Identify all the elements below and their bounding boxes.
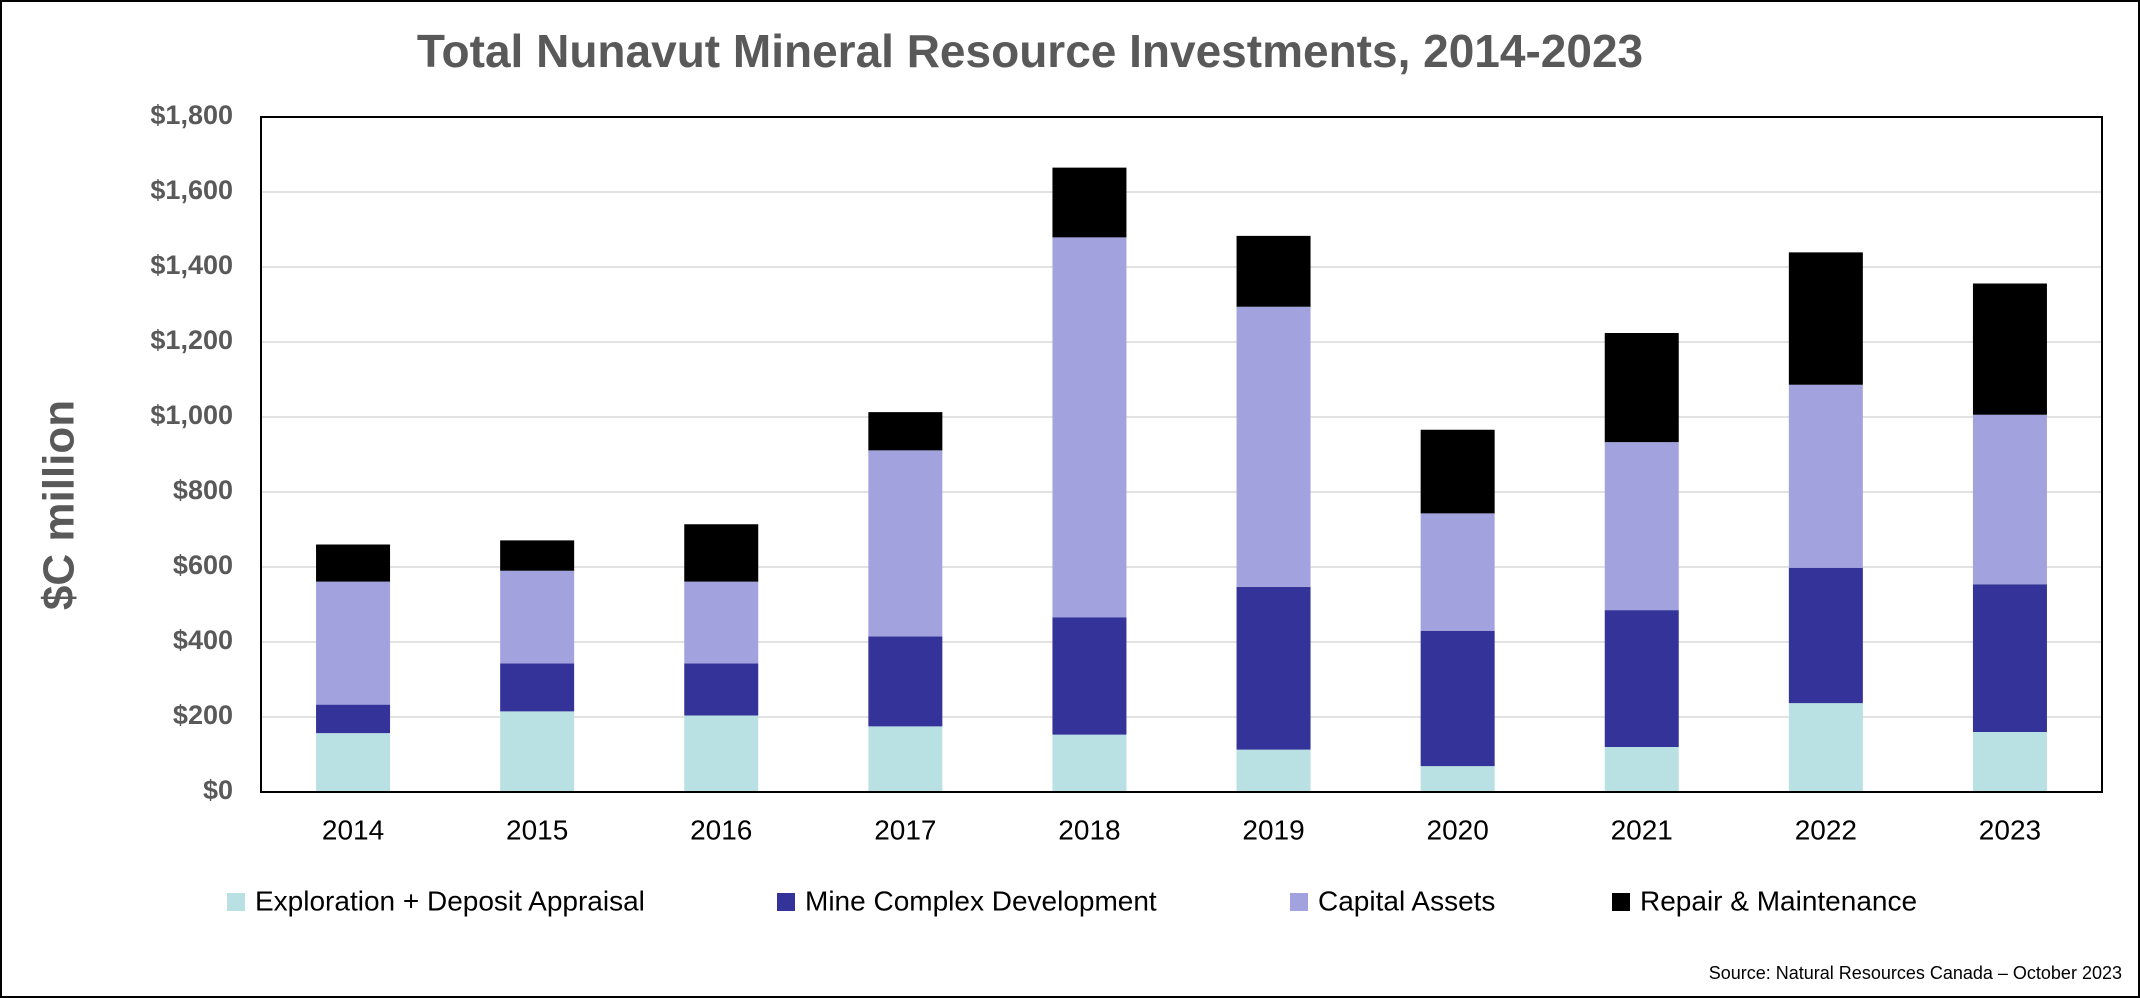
- bar-segment: [1052, 167, 1127, 238]
- bar-segment: [868, 412, 943, 451]
- legend-swatch: [1290, 893, 1308, 911]
- bar-segment: [1236, 749, 1311, 792]
- bar-segment: [500, 663, 575, 712]
- bar-segment: [1052, 617, 1127, 735]
- bar-segment: [1972, 584, 2047, 732]
- bar-segment: [1236, 586, 1311, 750]
- y-tick-label: $200: [173, 700, 233, 730]
- x-tick-label: 2019: [1242, 814, 1304, 845]
- x-tick-label: 2018: [1058, 814, 1120, 845]
- bar-segment: [1972, 283, 2047, 415]
- bar-segment: [1420, 513, 1495, 631]
- bar-segment: [1604, 610, 1679, 747]
- x-tick-label: 2022: [1795, 814, 1857, 845]
- bar-segment: [1604, 747, 1679, 792]
- bar-segment: [684, 581, 759, 664]
- y-tick-label: $1,600: [150, 175, 233, 205]
- bar-segment: [684, 524, 759, 582]
- legend-label: Exploration + Deposit Appraisal: [255, 885, 645, 916]
- y-tick-label: $1,000: [150, 400, 233, 430]
- y-tick-label: $800: [173, 475, 233, 505]
- bar-segment: [868, 450, 943, 637]
- legend-swatch: [227, 893, 245, 911]
- bar-segment: [1236, 306, 1311, 587]
- x-tick-label: 2015: [506, 814, 568, 845]
- bar-segment: [316, 733, 391, 792]
- bar-segment: [1972, 414, 2047, 585]
- bar-segment: [316, 544, 391, 582]
- y-tick-label: $0: [203, 775, 233, 805]
- bar-segment: [1420, 630, 1495, 767]
- legend-label: Mine Complex Development: [805, 885, 1157, 916]
- y-tick-label: $600: [173, 550, 233, 580]
- legend-swatch: [777, 893, 795, 911]
- bar-segment: [1420, 429, 1495, 514]
- bar-segment: [868, 636, 943, 727]
- bar-segment: [1788, 567, 1863, 704]
- bar-segment: [1972, 732, 2047, 792]
- chart-title: Total Nunavut Mineral Resource Investmen…: [417, 25, 1643, 77]
- bar-segment: [684, 715, 759, 792]
- bar-segment: [1236, 235, 1311, 307]
- bar-segment: [500, 540, 575, 571]
- legend-swatch: [1612, 893, 1630, 911]
- y-tick-label: $1,200: [150, 325, 233, 355]
- legend-label: Capital Assets: [1318, 885, 1495, 916]
- x-tick-label: 2016: [690, 814, 752, 845]
- bar-segment: [316, 581, 391, 705]
- bar-segment: [1604, 442, 1679, 611]
- bar-segment: [1788, 252, 1863, 385]
- bar-segment: [500, 570, 575, 664]
- bar-segment: [1052, 734, 1127, 792]
- bar-segment: [500, 711, 575, 792]
- bar-segment: [1052, 237, 1127, 618]
- x-tick-label: 2014: [322, 814, 384, 845]
- bar-segment: [1788, 703, 1863, 792]
- x-tick-label: 2021: [1611, 814, 1673, 845]
- source: Source: Natural Resources Canada – Octob…: [1709, 963, 2122, 983]
- legend-label: Repair & Maintenance: [1640, 885, 1917, 916]
- bar-segment: [316, 704, 391, 734]
- bar-segment: [1420, 766, 1495, 792]
- bar-segment: [868, 726, 943, 792]
- x-tick-label: 2017: [874, 814, 936, 845]
- y-axis-label: $C million: [35, 400, 84, 610]
- y-tick-label: $1,800: [150, 100, 233, 130]
- bar-segment: [1788, 384, 1863, 568]
- y-tick-label: $1,400: [150, 250, 233, 280]
- x-tick-label: 2020: [1427, 814, 1489, 845]
- plot-frame: [260, 116, 2103, 793]
- y-tick-label: $400: [173, 625, 233, 655]
- bar-segment: [1604, 333, 1679, 443]
- bar-segment: [684, 663, 759, 716]
- x-tick-label: 2023: [1979, 814, 2041, 845]
